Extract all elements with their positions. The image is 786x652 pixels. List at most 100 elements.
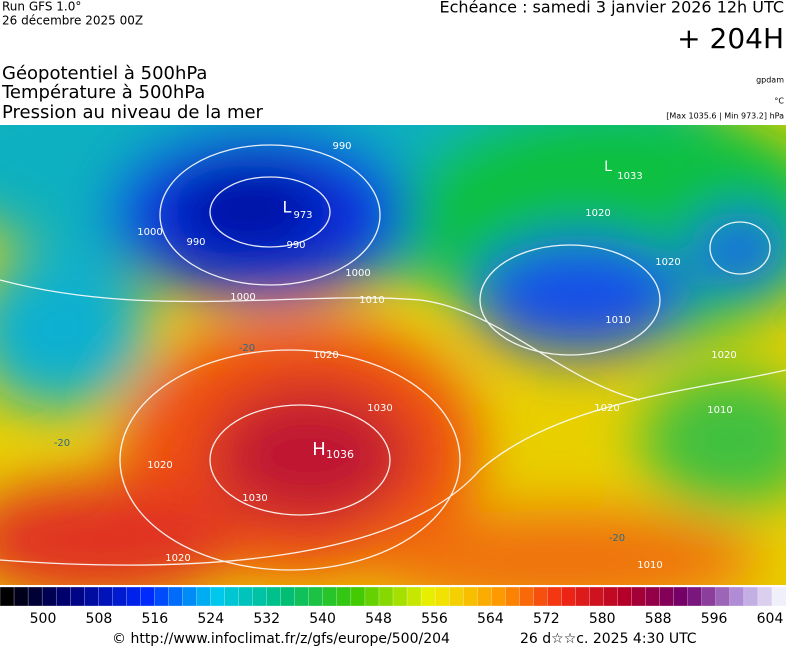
colorbar-swatch [701, 586, 717, 607]
colorbar-swatch [757, 586, 773, 607]
colorbar-swatch [378, 586, 394, 607]
map-label: 973 [293, 210, 312, 221]
credit: © http://www.infoclimat.fr/z/gfs/europe/… [112, 631, 450, 647]
colorbar-swatch [392, 586, 408, 607]
colorbar-swatch [659, 586, 675, 607]
colorbar-swatch [70, 586, 85, 607]
colorbar-swatch [603, 586, 619, 607]
colorbar-swatch [126, 586, 142, 607]
colorbar-swatch [406, 586, 422, 607]
colorbar-swatch [322, 586, 338, 607]
unit-pressure: [Max 1035.6 | Min 973.2] hPa [666, 112, 784, 121]
map-label: 990 [332, 141, 351, 152]
map-field [0, 125, 786, 585]
map-label: 1020 [711, 350, 736, 361]
valid-time: Echéance : samedi 3 janvier 2026 12h UTC [440, 0, 784, 17]
colorbar-label: 540 [309, 611, 336, 627]
colorbar-label: 524 [197, 611, 224, 627]
colorbar-swatch [98, 586, 113, 607]
colorbar-swatch [533, 586, 549, 607]
title-2: Température à 500hPa [1, 82, 205, 103]
colorbar-swatch [420, 586, 436, 607]
map-label: 1020 [147, 460, 172, 471]
colorbar-swatch [477, 586, 492, 607]
colorbar-swatch [0, 586, 15, 607]
map-label: 1020 [313, 350, 338, 361]
colorbar-swatch [182, 586, 198, 607]
colorbar-label: 508 [86, 611, 113, 627]
run-date: 26 décembre 2025 00Z [2, 14, 143, 28]
colorbar-swatch [547, 586, 563, 607]
colorbar-swatch [519, 586, 535, 607]
timestamp: 26 d☆☆c. 2025 4:30 UTC [520, 631, 697, 647]
colorbar-swatch [729, 586, 745, 607]
colorbar-swatch [463, 586, 478, 607]
unit-celsius: °C [774, 97, 784, 106]
map-label: 1000 [345, 268, 370, 279]
colorbar-swatch [27, 586, 43, 607]
colorbar-swatch [308, 586, 324, 607]
map-label: -20 [239, 343, 255, 354]
colorbar-swatch [350, 586, 366, 607]
colorbar-swatch [13, 586, 29, 607]
map-label: 1020 [165, 553, 190, 564]
title-3: Pression au niveau de la mer [2, 102, 264, 123]
map-label: H [312, 439, 326, 460]
colorbar-swatch [687, 586, 703, 607]
colorbar-swatch [575, 586, 591, 607]
title-1: Géopotentiel à 500hPa [2, 63, 207, 84]
colorbar-swatch [294, 586, 310, 607]
colorbar-swatch [280, 586, 296, 607]
colorbar-label: 580 [589, 611, 616, 627]
colorbar-swatch [224, 586, 240, 607]
map-label: 1010 [359, 295, 384, 306]
map-label: 1010 [707, 405, 732, 416]
colorbar-swatch [505, 586, 520, 607]
colorbar-swatch [112, 586, 127, 607]
map-label: 1000 [137, 227, 162, 238]
map-label: -20 [609, 533, 625, 544]
colorbar-swatch [631, 586, 647, 607]
map-label: 1000 [230, 292, 255, 303]
colorbar-swatch [210, 586, 226, 607]
colorbar-label: 548 [365, 611, 392, 627]
map-label: 990 [186, 237, 205, 248]
colorbar-swatch [336, 586, 352, 607]
colorbar-label: 572 [533, 611, 560, 627]
colorbar-swatch [448, 586, 464, 607]
colorbar-swatch [491, 586, 506, 607]
colorbar-swatch [364, 586, 380, 607]
map-label: L [604, 159, 612, 175]
colorbar-swatch [771, 586, 786, 607]
colorbar-swatch [673, 586, 689, 607]
colorbar-swatch [168, 586, 184, 607]
colorbar-swatch [55, 586, 71, 607]
map-label: 1010 [605, 315, 630, 326]
colorbar-label: 596 [701, 611, 728, 627]
colorbar-label: 500 [30, 611, 57, 627]
map-label: 1033 [617, 171, 642, 182]
colorbar-swatch [154, 586, 170, 607]
colorbar-swatch [743, 586, 759, 607]
colorbar-swatch [41, 586, 57, 607]
map-label: 990 [286, 240, 305, 251]
map-label: -20 [54, 438, 70, 449]
colorbar-swatch [84, 586, 99, 607]
run-label: Run GFS 1.0° [2, 0, 81, 14]
map-label: 1010 [637, 560, 662, 571]
map-label: 1020 [655, 257, 680, 268]
colorbar-swatch [252, 586, 268, 607]
map-label: 1036 [326, 448, 354, 461]
map-label: 1030 [242, 493, 267, 504]
colorbar-label: 556 [421, 611, 448, 627]
colorbar-swatch [589, 586, 605, 607]
colorbar-label: 564 [477, 611, 504, 627]
lead-time: + 204H [677, 22, 784, 55]
colorbar-swatch [196, 586, 212, 607]
unit-gpdam: gpdam [756, 76, 784, 85]
colorbar-swatch [715, 586, 731, 607]
colorbar-swatch [140, 586, 156, 607]
colorbar-swatch [238, 586, 254, 607]
